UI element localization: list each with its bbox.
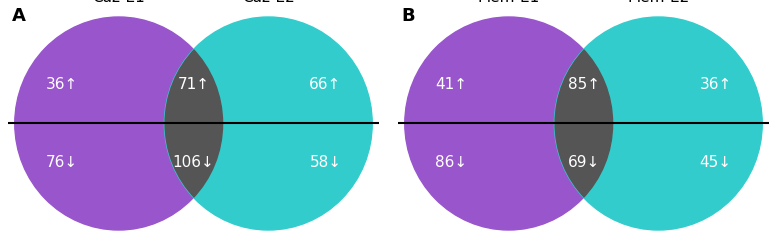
Text: 66↑: 66↑ — [309, 77, 342, 92]
Text: Caz-E2: Caz-E2 — [242, 0, 294, 5]
Text: B: B — [402, 7, 415, 25]
Ellipse shape — [405, 17, 612, 230]
Ellipse shape — [405, 17, 612, 230]
Ellipse shape — [15, 17, 222, 230]
Text: 71↑: 71↑ — [177, 77, 210, 92]
Text: 76↓: 76↓ — [46, 155, 78, 170]
Text: 36↑: 36↑ — [45, 77, 78, 92]
Text: 106↓: 106↓ — [172, 155, 214, 170]
Text: 58↓: 58↓ — [309, 155, 341, 170]
Ellipse shape — [15, 17, 222, 230]
Ellipse shape — [555, 17, 762, 230]
Text: Mem-E2: Mem-E2 — [627, 0, 689, 5]
Text: 36↑: 36↑ — [699, 77, 732, 92]
Text: 69↓: 69↓ — [567, 155, 600, 170]
Text: 85↑: 85↑ — [567, 77, 600, 92]
Ellipse shape — [165, 17, 372, 230]
Text: 45↓: 45↓ — [699, 155, 731, 170]
Text: A: A — [12, 7, 26, 25]
Text: 86↓: 86↓ — [435, 155, 468, 170]
Text: 41↑: 41↑ — [436, 77, 468, 92]
Text: Caz-E1: Caz-E1 — [92, 0, 145, 5]
Text: Mem-E1: Mem-E1 — [478, 0, 540, 5]
